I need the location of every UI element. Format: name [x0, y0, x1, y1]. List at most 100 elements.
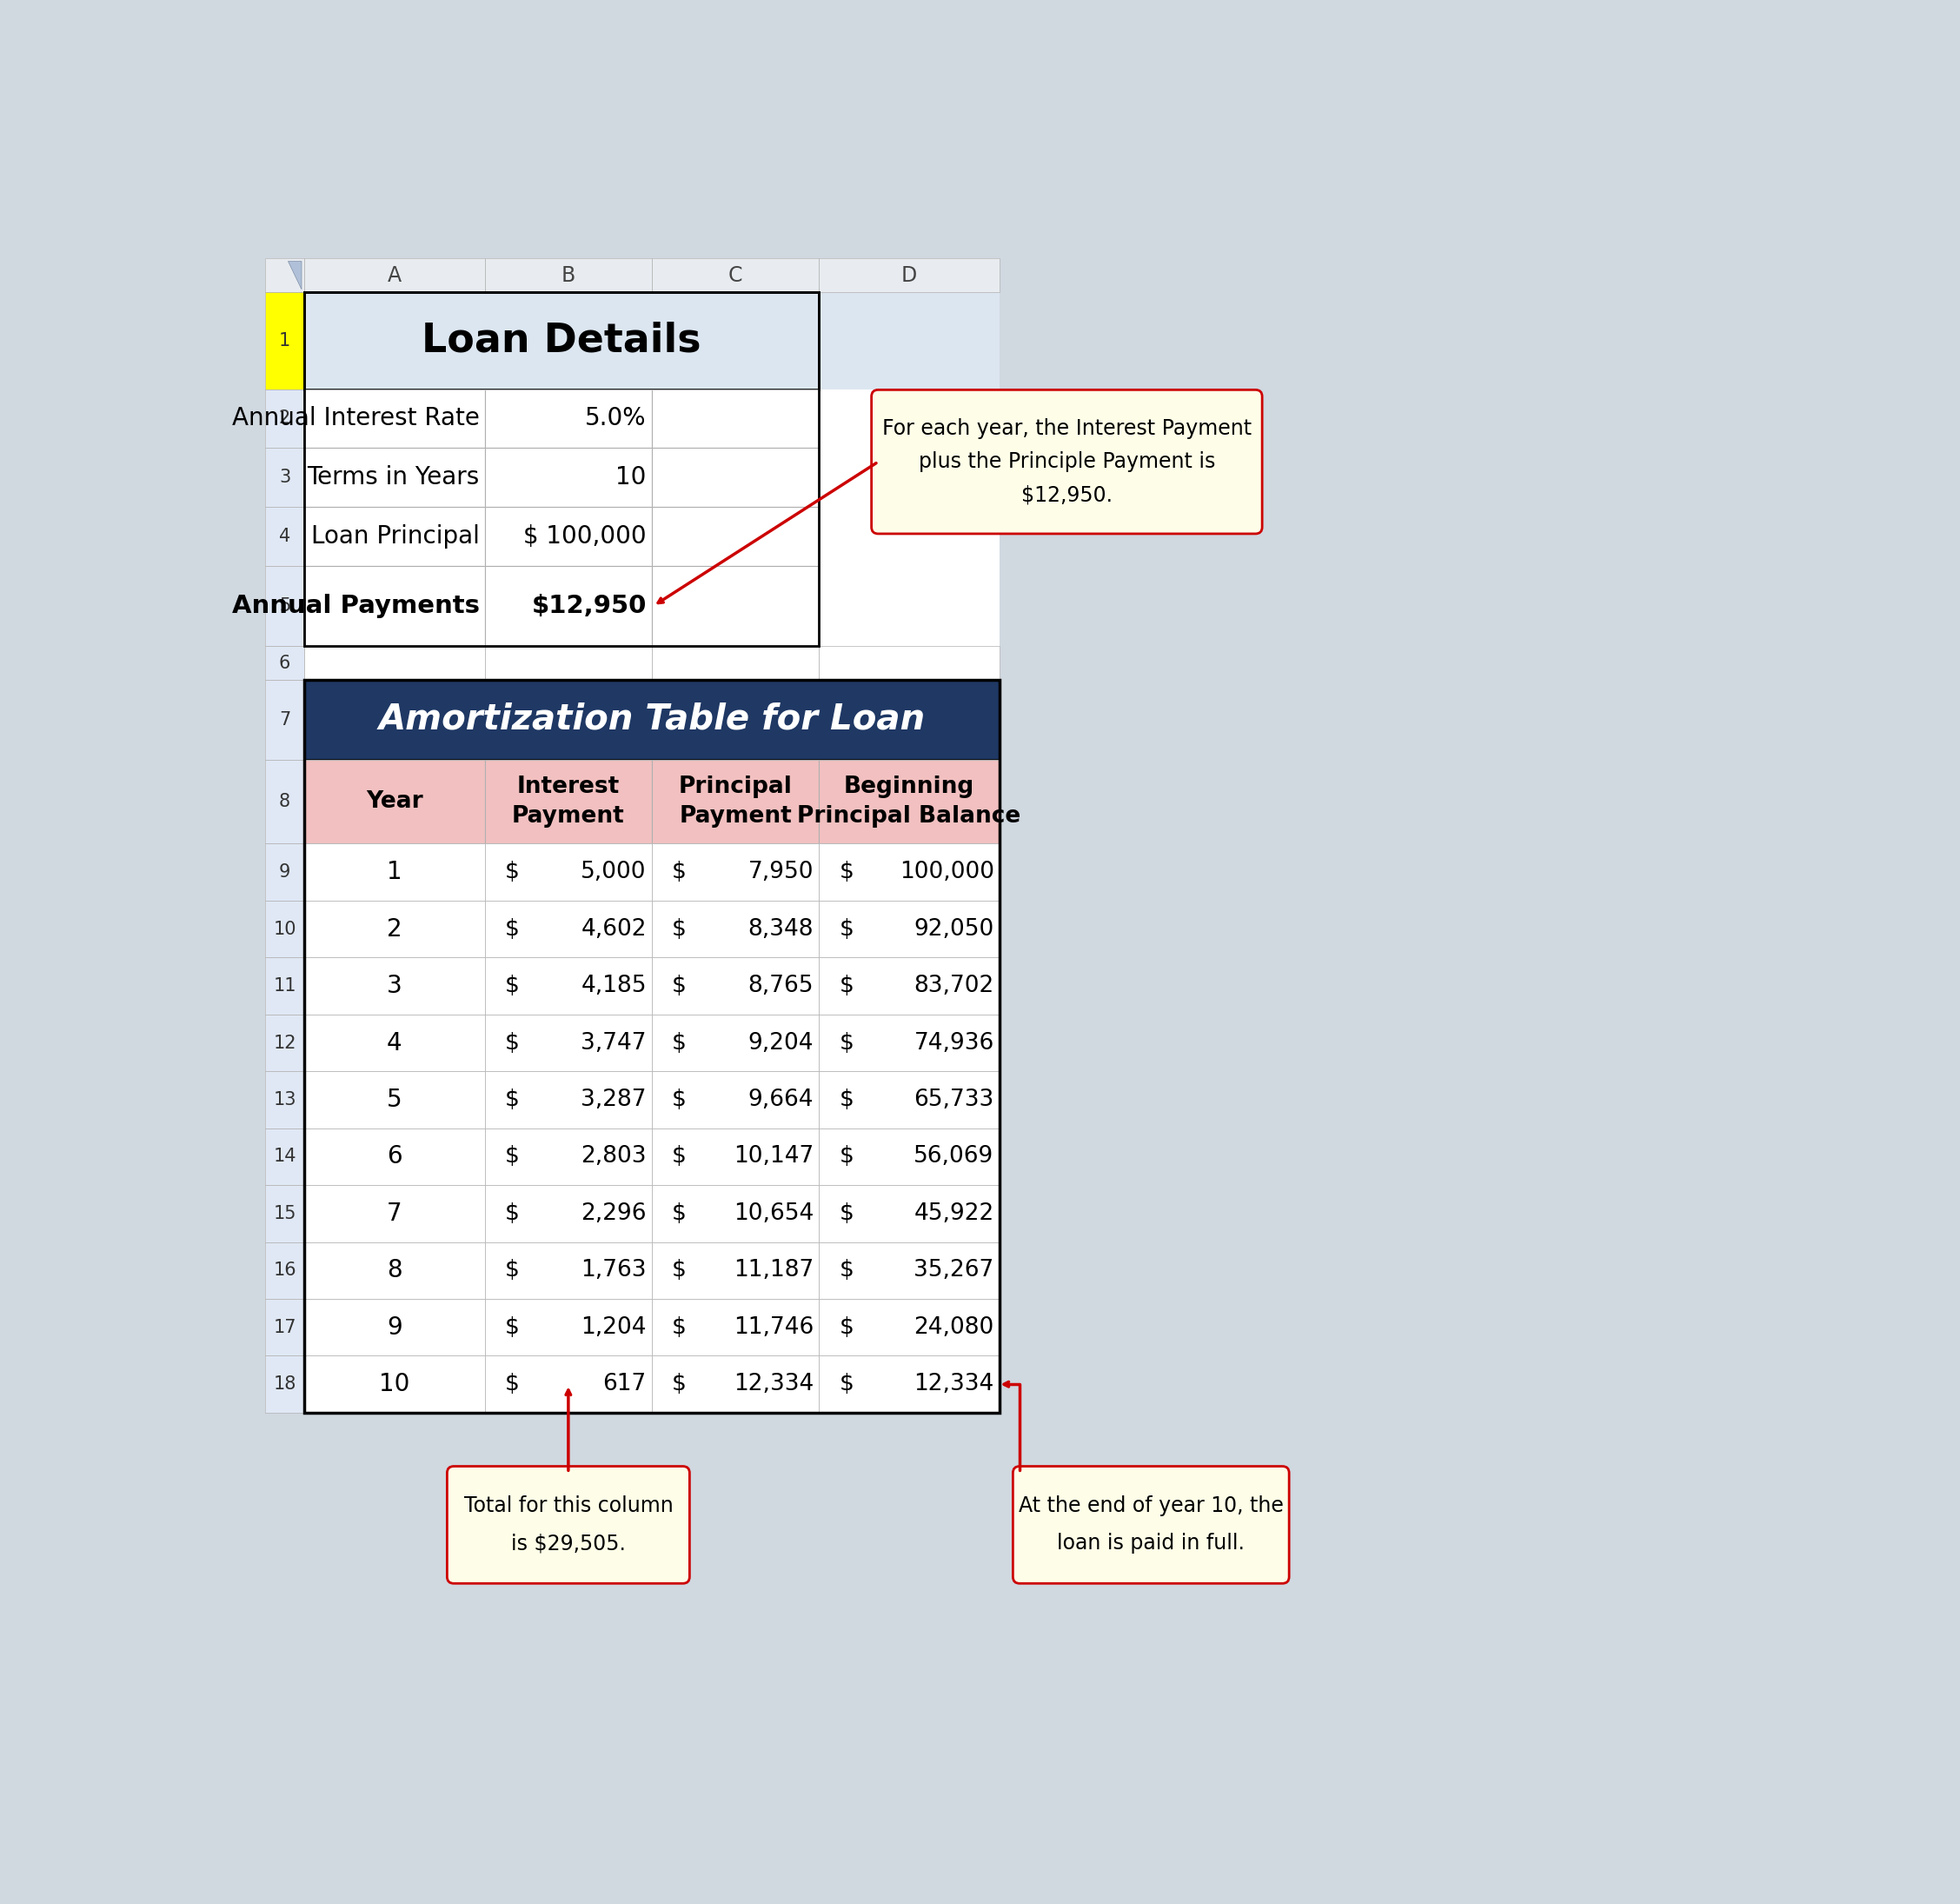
Bar — [653, 645, 819, 680]
Text: $: $ — [839, 918, 855, 941]
Bar — [304, 1015, 484, 1072]
Bar — [304, 1015, 1000, 1072]
Bar — [819, 760, 1000, 843]
Text: 5: 5 — [386, 1087, 402, 1112]
Bar — [819, 843, 1000, 901]
Bar — [304, 901, 484, 958]
Text: 10,147: 10,147 — [733, 1146, 813, 1167]
Text: 1: 1 — [278, 331, 290, 348]
Text: 83,702: 83,702 — [913, 975, 994, 998]
Text: D: D — [902, 265, 917, 286]
Text: 4,185: 4,185 — [580, 975, 647, 998]
Text: 10: 10 — [272, 920, 296, 939]
Text: 8: 8 — [386, 1259, 402, 1283]
Text: Principal
Payment: Principal Payment — [678, 775, 792, 828]
Bar — [484, 760, 653, 843]
Text: $: $ — [506, 1373, 519, 1396]
Bar — [265, 1072, 304, 1129]
Text: $: $ — [672, 1201, 686, 1224]
Text: 2,296: 2,296 — [580, 1201, 647, 1224]
Text: 6: 6 — [386, 1144, 402, 1169]
Text: $: $ — [672, 861, 686, 883]
Text: Terms in Years: Terms in Years — [308, 465, 480, 489]
Bar — [304, 506, 1000, 565]
Text: is $29,505.: is $29,505. — [512, 1533, 625, 1554]
Bar — [484, 1129, 653, 1184]
Text: $: $ — [506, 1089, 519, 1112]
Text: 11: 11 — [272, 977, 296, 994]
Bar — [265, 1129, 304, 1184]
Text: $: $ — [672, 1316, 686, 1339]
Text: 11,187: 11,187 — [733, 1259, 813, 1281]
Bar — [653, 901, 819, 958]
Text: 74,936: 74,936 — [913, 1032, 994, 1055]
Text: 8,765: 8,765 — [749, 975, 813, 998]
Bar — [304, 680, 1000, 1413]
Bar — [304, 1129, 1000, 1184]
Bar — [265, 388, 304, 447]
Bar — [265, 645, 304, 680]
Bar — [819, 958, 1000, 1015]
Text: $: $ — [672, 1259, 686, 1281]
Bar — [304, 291, 1000, 388]
Text: $: $ — [839, 1316, 855, 1339]
Bar — [653, 1129, 819, 1184]
Bar — [304, 1129, 484, 1184]
Bar — [484, 958, 653, 1015]
Text: 92,050: 92,050 — [913, 918, 994, 941]
Text: $: $ — [506, 1146, 519, 1167]
Bar — [304, 565, 484, 645]
Text: Year: Year — [367, 790, 423, 813]
Text: 7: 7 — [386, 1201, 402, 1226]
Text: $: $ — [506, 1201, 519, 1224]
Text: At the end of year 10, the: At the end of year 10, the — [1019, 1497, 1284, 1517]
Bar — [304, 645, 484, 680]
Bar — [304, 565, 1000, 645]
Bar — [304, 680, 1000, 760]
Text: 1: 1 — [386, 861, 402, 883]
Text: 12,334: 12,334 — [733, 1373, 813, 1396]
Bar — [304, 1072, 1000, 1129]
Text: Annual Interest Rate: Annual Interest Rate — [231, 406, 480, 430]
Text: 13: 13 — [272, 1091, 296, 1108]
Text: Total for this column: Total for this column — [465, 1497, 672, 1517]
Text: 8: 8 — [278, 794, 290, 811]
Bar — [819, 1072, 1000, 1129]
Bar — [819, 645, 1000, 680]
Bar — [484, 901, 653, 958]
Text: $: $ — [506, 1032, 519, 1055]
Polygon shape — [288, 261, 302, 289]
Bar — [819, 1184, 1000, 1241]
Bar — [653, 388, 819, 447]
Text: Loan Principal: Loan Principal — [312, 524, 480, 548]
Text: 2,803: 2,803 — [580, 1146, 647, 1167]
Text: $: $ — [672, 1373, 686, 1396]
Bar — [304, 645, 1000, 680]
Bar — [265, 958, 304, 1015]
Bar — [304, 259, 484, 291]
Bar — [265, 291, 304, 388]
Bar — [653, 1184, 819, 1241]
Bar — [484, 1015, 653, 1072]
Bar — [304, 388, 484, 447]
Bar — [484, 1299, 653, 1356]
Bar — [265, 1356, 304, 1413]
Text: 56,069: 56,069 — [913, 1146, 994, 1167]
Bar — [484, 1072, 653, 1129]
Bar — [304, 388, 1000, 447]
Bar — [265, 259, 1000, 1413]
Text: 24,080: 24,080 — [913, 1316, 994, 1339]
Bar — [265, 680, 304, 760]
Bar — [653, 958, 819, 1015]
Bar — [304, 1299, 1000, 1356]
Text: 7: 7 — [278, 712, 290, 729]
Bar — [304, 447, 484, 506]
Bar — [484, 506, 653, 565]
Bar — [265, 447, 304, 506]
Text: 1,763: 1,763 — [580, 1259, 647, 1281]
Text: plus the Principle Payment is: plus the Principle Payment is — [919, 451, 1215, 472]
Text: $12,950: $12,950 — [531, 594, 647, 619]
Text: 10: 10 — [615, 465, 647, 489]
Text: 35,267: 35,267 — [913, 1259, 994, 1281]
Bar — [265, 1015, 304, 1072]
